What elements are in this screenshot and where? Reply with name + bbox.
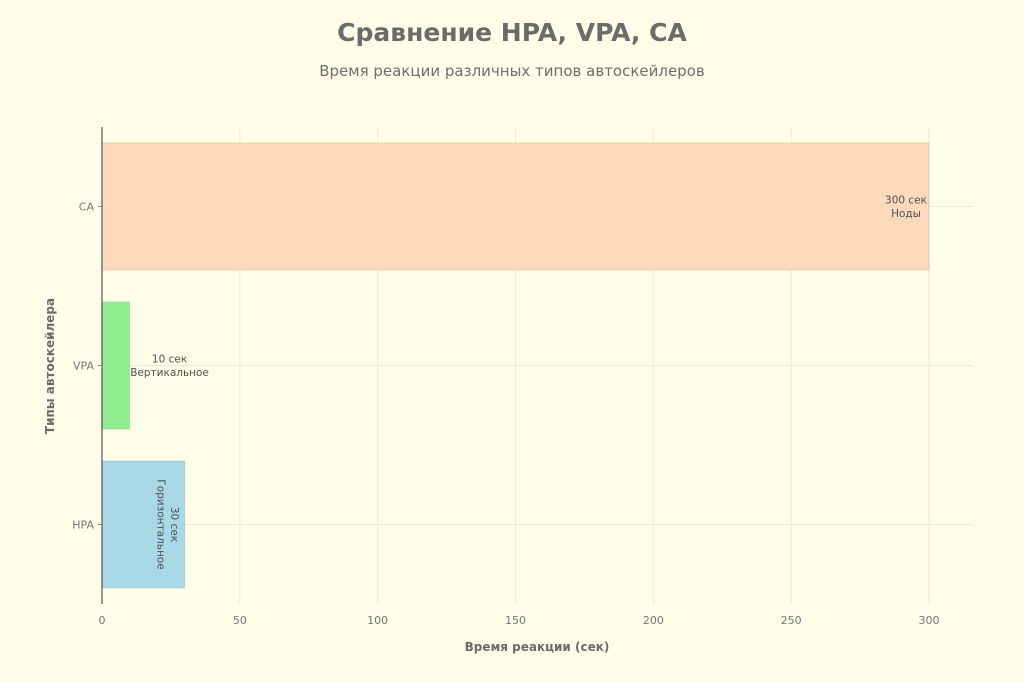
bar-data-label-line: 300 сек	[885, 195, 927, 207]
bar-data-label-line: 30 сек	[168, 507, 180, 542]
bar-ca	[101, 142, 930, 271]
bar-hpa	[101, 460, 186, 589]
axes	[98, 127, 103, 604]
bar-data-label-line: 10 сек	[152, 354, 187, 366]
chart-title: Сравнение HPA, VPA, CA	[337, 18, 687, 47]
x-tick-label: 150	[505, 614, 526, 627]
bar-data-label: 30 секГоризонтальное	[155, 479, 180, 569]
y-tick-label: VPA	[73, 360, 94, 373]
chart-subtitle: Время реакции различных типов автоскейле…	[319, 62, 705, 80]
bar-data-label-line: Горизонтальное	[155, 479, 167, 569]
bar-data-label-line: Вертикальное	[130, 367, 209, 379]
x-tick-label: 0	[99, 614, 106, 627]
x-axis-title: Время реакции (сек)	[465, 640, 610, 654]
y-tick-label: CA	[79, 201, 95, 214]
x-tick-label: 300	[919, 614, 940, 627]
y-axis-title: Типы автоскейлера	[43, 298, 57, 434]
bars	[101, 142, 930, 589]
labels: 0 50 100 150 200 250 300 HPA VPA CA 30 секГоризонт…	[72, 195, 939, 628]
x-tick-label: 50	[233, 614, 247, 627]
bar-data-label: 300 сек Ноды	[885, 195, 927, 221]
bar-vpa	[101, 301, 131, 430]
x-tick-label: 100	[367, 614, 388, 627]
y-tick-label: HPA	[72, 519, 94, 532]
bar-data-label-line: Ноды	[891, 208, 921, 220]
bar-data-label: 10 сек Вертикальное	[130, 354, 209, 380]
x-tick-label: 200	[643, 614, 664, 627]
x-tick-label: 250	[781, 614, 802, 627]
